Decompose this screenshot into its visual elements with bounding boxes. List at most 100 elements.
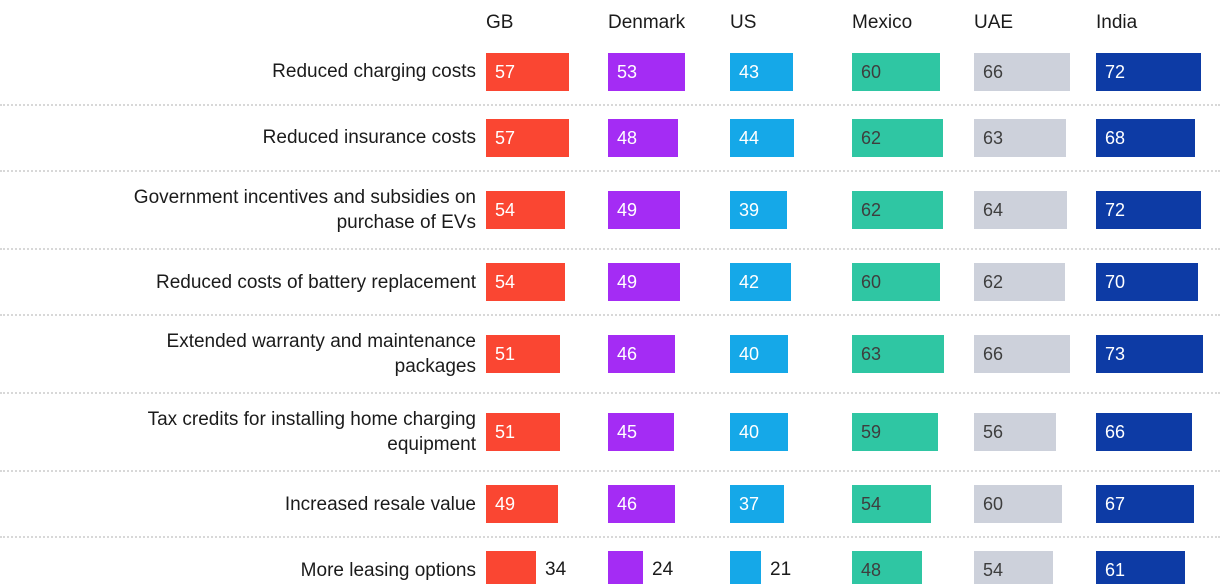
cell-us: 42 bbox=[730, 263, 852, 302]
cell-gb: 57 bbox=[486, 53, 608, 91]
cell-uae: 60 bbox=[974, 485, 1096, 524]
value-label: 49 bbox=[617, 199, 638, 220]
value-label: 42 bbox=[739, 271, 760, 292]
cell-denmark: 24 bbox=[608, 551, 730, 584]
bar-uae: 60 bbox=[974, 485, 1062, 524]
row-label: Government incentives and subsidies on p… bbox=[133, 187, 476, 234]
bar-us: 43 bbox=[730, 53, 793, 91]
bar-mexico: 62 bbox=[852, 191, 943, 230]
value-label: 24 bbox=[652, 559, 674, 581]
row-bars: 57 48 44 62 63 68 bbox=[486, 119, 1220, 157]
cell-gb: 49 bbox=[486, 485, 608, 524]
value-label: 62 bbox=[983, 271, 1004, 292]
cell-us: 37 bbox=[730, 485, 852, 524]
cell-india: 72 bbox=[1096, 53, 1218, 91]
bar-india: 72 bbox=[1096, 191, 1201, 230]
row-label: Reduced insurance costs bbox=[262, 127, 476, 149]
value-label: 54 bbox=[495, 199, 516, 220]
bar-india: 67 bbox=[1096, 485, 1194, 524]
row-label: Tax credits for installing home charging… bbox=[147, 409, 476, 456]
bar-india: 72 bbox=[1096, 53, 1201, 91]
bar-mexico: 60 bbox=[852, 53, 940, 91]
bar-denmark: 48 bbox=[608, 119, 678, 157]
bar-india: 66 bbox=[1096, 413, 1192, 452]
table-row: Reduced costs of battery replacement 54 49… bbox=[0, 250, 1220, 317]
cell-india: 68 bbox=[1096, 119, 1218, 157]
value-label: 48 bbox=[861, 559, 882, 580]
bar-us: 40 bbox=[730, 335, 788, 374]
row-bars: 54 49 39 62 64 72 bbox=[486, 191, 1220, 230]
cell-us: 21 bbox=[730, 551, 852, 584]
country-header-row: GB Denmark US Mexico UAE India bbox=[0, 0, 1220, 40]
cell-us: 40 bbox=[730, 335, 852, 374]
bar-gb: 54 bbox=[486, 191, 565, 230]
table-row: More leasing options 34 24 21 48 54 61 bbox=[0, 538, 1220, 584]
value-label: 53 bbox=[617, 61, 638, 82]
cell-gb: 54 bbox=[486, 191, 608, 230]
value-label: 40 bbox=[739, 421, 760, 442]
cell-uae: 62 bbox=[974, 263, 1096, 302]
cell-india: 61 bbox=[1096, 551, 1218, 584]
value-label: 21 bbox=[770, 559, 792, 581]
value-label: 34 bbox=[545, 559, 567, 581]
cell-india: 73 bbox=[1096, 335, 1218, 374]
value-label: 66 bbox=[1105, 421, 1126, 442]
cell-us: 43 bbox=[730, 53, 852, 91]
value-label: 40 bbox=[739, 343, 760, 364]
cell-mexico: 48 bbox=[852, 551, 974, 584]
cell-gb: 57 bbox=[486, 119, 608, 157]
column-header-india: India bbox=[1096, 12, 1138, 33]
cell-denmark: 49 bbox=[608, 263, 730, 302]
bar-mexico: 62 bbox=[852, 119, 943, 157]
value-label: 56 bbox=[983, 421, 1004, 442]
bar-gb: 54 bbox=[486, 263, 565, 302]
value-label: 63 bbox=[861, 343, 882, 364]
value-label: 60 bbox=[983, 493, 1004, 514]
row-label: Increased resale value bbox=[284, 493, 476, 515]
value-label: 46 bbox=[617, 343, 638, 364]
value-label: 59 bbox=[861, 421, 882, 442]
bar-mexico: 54 bbox=[852, 485, 931, 524]
value-label: 54 bbox=[495, 271, 516, 292]
row-bars: 34 24 21 48 54 61 bbox=[486, 551, 1220, 584]
bar-india: 73 bbox=[1096, 335, 1203, 374]
row-label: Reduced charging costs bbox=[272, 61, 476, 83]
value-label: 70 bbox=[1105, 271, 1126, 292]
bar-mexico: 59 bbox=[852, 413, 938, 452]
table-row: Extended warranty and maintenance packag… bbox=[0, 316, 1220, 395]
cell-mexico: 60 bbox=[852, 263, 974, 302]
cell-gb: 34 bbox=[486, 551, 608, 584]
cell-mexico: 60 bbox=[852, 53, 974, 91]
cell-denmark: 46 bbox=[608, 335, 730, 374]
cell-denmark: 46 bbox=[608, 485, 730, 524]
cell-uae: 54 bbox=[974, 551, 1096, 584]
bar-denmark: 49 bbox=[608, 263, 680, 302]
value-label: 39 bbox=[739, 199, 760, 220]
cell-uae: 66 bbox=[974, 53, 1096, 91]
value-label: 61 bbox=[1105, 559, 1126, 580]
value-label: 54 bbox=[861, 493, 882, 514]
bar-uae: 66 bbox=[974, 53, 1070, 91]
cell-gb: 51 bbox=[486, 335, 608, 374]
cell-us: 44 bbox=[730, 119, 852, 157]
value-label: 66 bbox=[983, 61, 1004, 82]
row-label: Reduced costs of battery replacement bbox=[155, 271, 476, 293]
cell-uae: 64 bbox=[974, 191, 1096, 230]
cell-mexico: 62 bbox=[852, 119, 974, 157]
bar-uae: 54 bbox=[974, 551, 1053, 584]
bar-us bbox=[730, 551, 761, 584]
value-label: 49 bbox=[495, 493, 516, 514]
bar-mexico: 60 bbox=[852, 263, 940, 302]
bar-mexico: 63 bbox=[852, 335, 944, 374]
value-label: 72 bbox=[1105, 61, 1126, 82]
value-label: 64 bbox=[983, 199, 1004, 220]
bar-denmark: 53 bbox=[608, 53, 685, 91]
column-header-uae: UAE bbox=[974, 12, 1014, 33]
value-label: 54 bbox=[983, 559, 1004, 580]
cell-mexico: 54 bbox=[852, 485, 974, 524]
cell-india: 67 bbox=[1096, 485, 1218, 524]
cell-uae: 66 bbox=[974, 335, 1096, 374]
row-bars: 57 53 43 60 66 72 bbox=[486, 53, 1220, 91]
cell-mexico: 62 bbox=[852, 191, 974, 230]
